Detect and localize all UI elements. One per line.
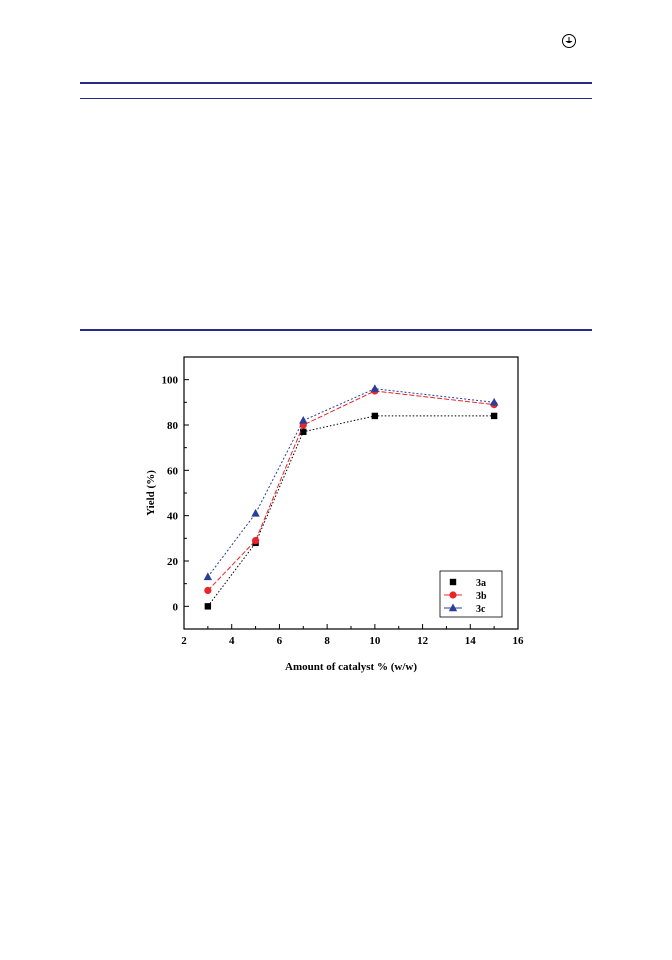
header-rule-top [80, 82, 592, 84]
data-point-3a [300, 428, 307, 435]
legend-label-3a: 3a [476, 578, 486, 589]
y-tick-label: 100 [162, 375, 179, 387]
yield-chart: 2 4 6 8 10 12 14 16 0 20 40 60 80 100 3a 3b 3c Amount of… [145, 356, 525, 673]
x-tick-label: 14 [465, 635, 477, 647]
x-tick-label: 6 [277, 635, 283, 647]
data-point-3c [203, 572, 213, 581]
legend-label-3c: 3c [476, 604, 486, 615]
x-tick-label: 10 [369, 635, 381, 647]
x-tick-label: 12 [417, 635, 429, 647]
data-point-3b [251, 537, 260, 545]
series-line-3b [207, 390, 495, 591]
x-tick-label: 16 [513, 635, 525, 647]
x-tick-label: 8 [324, 635, 330, 647]
data-point-3b [204, 586, 212, 595]
x-tick-label: 2 [181, 635, 187, 647]
section-rule [80, 329, 592, 331]
y-axis-label: Yield (%) [145, 470, 157, 516]
data-point-3a [204, 603, 212, 610]
data-point-3c [370, 384, 380, 392]
legend-label-3b: 3b [476, 591, 487, 602]
data-point-3c [489, 397, 499, 406]
y-tick-label: 0 [173, 601, 179, 613]
publisher-logo-icon [562, 34, 576, 48]
data-point-3a [490, 412, 498, 420]
data-point-3a [371, 412, 379, 420]
y-tick-label: 40 [167, 511, 179, 523]
data-point-3c [299, 415, 308, 424]
legend-box [439, 570, 503, 618]
y-tick-label: 20 [167, 556, 179, 568]
legend-marker-3a [449, 578, 457, 586]
series-line-3c [207, 388, 495, 578]
y-tick-label: 60 [167, 465, 179, 477]
y-tick-label: 80 [167, 420, 179, 432]
legend-marker-3c [448, 603, 458, 612]
data-point-3c [251, 508, 260, 517]
header-rule-bottom [80, 98, 592, 99]
legend-marker-3b [449, 591, 457, 599]
x-tick-label: 4 [229, 635, 235, 647]
x-axis-label: Amount of catalyst % (w/w) [285, 661, 417, 673]
